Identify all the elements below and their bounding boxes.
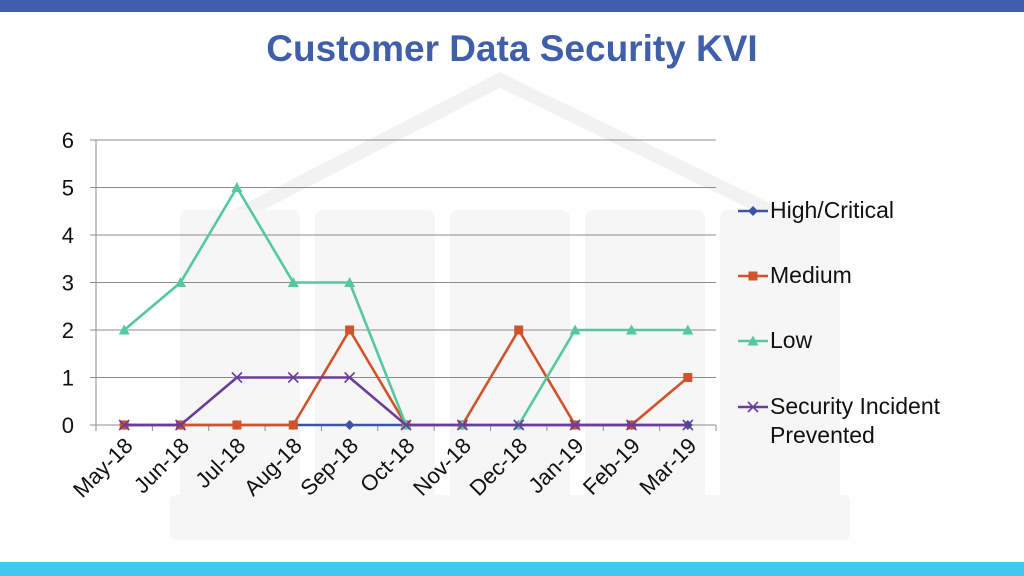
data-point — [625, 324, 637, 335]
data-point-stroke — [682, 419, 694, 431]
data-point — [288, 420, 298, 430]
data-point-stroke — [513, 419, 525, 431]
x-tick-label: Sep-18 — [295, 433, 363, 501]
data-point-stroke — [174, 419, 187, 431]
data-point — [287, 277, 299, 287]
data-point — [748, 206, 758, 216]
data-point — [747, 335, 759, 346]
top-accent-bar — [0, 0, 1024, 12]
axes — [95, 140, 717, 431]
legend-swatch — [738, 271, 768, 281]
data-point — [287, 371, 299, 384]
x-tick-label: Dec-18 — [464, 433, 532, 501]
data-point — [174, 419, 187, 431]
y-tick-label: 5 — [62, 176, 74, 201]
data-point — [231, 371, 243, 384]
y-tick-label: 4 — [62, 223, 74, 248]
data-point — [569, 324, 581, 335]
data-point — [344, 420, 355, 430]
data-point-stroke — [118, 419, 130, 431]
bottom-accent-bar — [0, 562, 1024, 576]
data-point — [400, 419, 412, 431]
x-tick-label: Nov-18 — [408, 433, 476, 501]
legend-swatch — [738, 335, 768, 346]
data-point — [514, 325, 524, 335]
data-point-stroke — [344, 371, 356, 384]
y-tick-label: 2 — [62, 318, 74, 343]
data-point — [682, 419, 694, 431]
legend-label-line: Low — [770, 327, 813, 353]
data-point — [682, 324, 694, 335]
legend-label-line: Security Incident — [770, 393, 941, 419]
data-point — [231, 182, 243, 192]
data-point — [118, 324, 130, 335]
series-lines — [118, 182, 694, 431]
legend-swatch — [738, 401, 768, 413]
data-point-stroke — [747, 401, 759, 413]
data-point-stroke — [625, 419, 638, 431]
data-point-stroke — [456, 419, 468, 431]
legend-label: Security Incident Prevented — [770, 392, 990, 450]
y-tick-label: 6 — [62, 128, 74, 153]
data-point — [683, 373, 693, 382]
x-tick-label: May-18 — [68, 433, 138, 503]
data-point — [232, 420, 242, 430]
series-line — [123, 186, 688, 427]
x-tick-labels: May-18Jun-18Jul-18Aug-18Sep-18Oct-18Nov-… — [68, 433, 701, 503]
legend-label: Medium — [770, 261, 990, 290]
data-point — [513, 419, 525, 431]
legend-label: Low — [770, 326, 990, 355]
legend-swatch — [738, 206, 768, 216]
data-point — [625, 419, 638, 431]
data-point — [456, 419, 468, 431]
gridlines — [90, 139, 716, 426]
legend-label-line: High/Critical — [770, 197, 894, 223]
x-tick-label: Oct-18 — [355, 433, 419, 497]
legend-label: High/Critical — [770, 196, 990, 225]
data-point-stroke — [231, 371, 243, 384]
data-point-stroke — [569, 419, 581, 431]
y-tick-label: 3 — [62, 271, 74, 296]
legend-label-line: Prevented — [770, 422, 875, 448]
y-tick-labels: 0 1 2 3 4 5 6 — [62, 128, 74, 438]
data-point — [345, 325, 355, 335]
x-tick-label: Jun-18 — [129, 433, 194, 498]
data-point — [175, 277, 187, 287]
data-point — [748, 271, 758, 281]
series-line — [124, 376, 688, 427]
x-tick-label: Feb-19 — [578, 433, 645, 500]
legend-label-line: Medium — [770, 262, 852, 288]
x-tick-label: Mar-19 — [634, 433, 701, 500]
data-point — [118, 419, 130, 431]
chart-title: Customer Data Security KVI — [266, 28, 758, 69]
data-point — [344, 371, 356, 384]
x-tick-label: Jan-19 — [523, 433, 588, 498]
x-tick-label: Aug-18 — [239, 433, 307, 501]
data-point — [344, 277, 356, 287]
data-point — [747, 401, 759, 413]
data-point-stroke — [287, 371, 299, 384]
data-point — [569, 419, 581, 431]
y-tick-label: 1 — [62, 366, 74, 391]
data-point-stroke — [400, 419, 412, 431]
y-tick-label: 0 — [62, 413, 74, 438]
